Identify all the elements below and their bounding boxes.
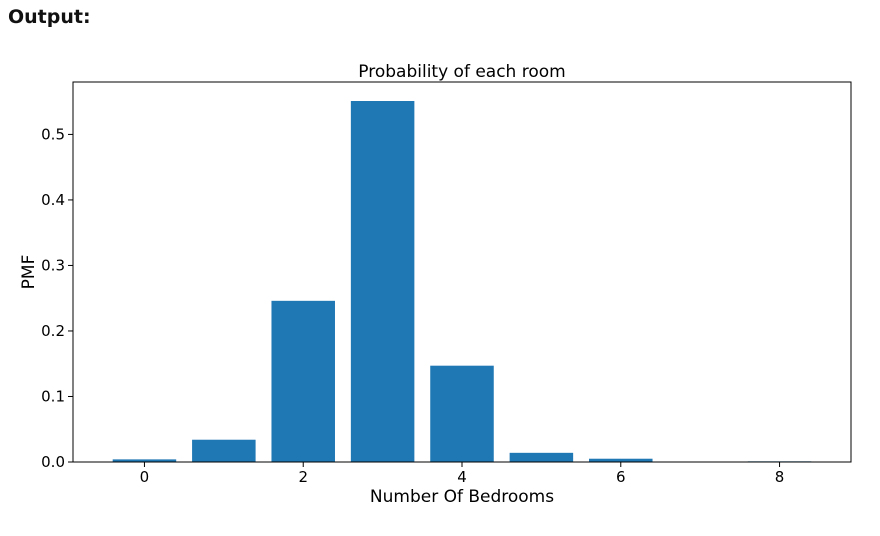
bar-1 <box>192 439 256 462</box>
plot-frame <box>72 81 852 463</box>
chart-title: Probability of each room <box>358 62 565 82</box>
bar-6 <box>589 458 653 462</box>
y-tick-label: 0.0 <box>41 453 65 471</box>
x-tick-label: 4 <box>457 468 467 486</box>
x-tick-label: 0 <box>140 468 150 486</box>
output-header: Output: <box>8 6 91 28</box>
x-tick-label: 6 <box>616 468 626 486</box>
y-tick-label: 0.1 <box>41 387 65 405</box>
bar-0 <box>112 459 177 462</box>
y-axis-label: PMF <box>19 255 39 290</box>
x-axis-label: Number Of Bedrooms <box>370 487 554 507</box>
x-tick-label: 8 <box>775 468 785 486</box>
y-tick-label: 0.4 <box>41 191 65 209</box>
y-axis: 0.0 0.1 0.2 0.3 0.4 0.5 <box>41 125 73 471</box>
bar-5 <box>509 452 574 462</box>
bar-3 <box>350 101 415 462</box>
x-tick-label: 2 <box>298 468 308 486</box>
y-tick-label: 0.5 <box>41 125 65 143</box>
x-axis: 0 2 4 6 8 <box>140 462 785 486</box>
bar-4 <box>430 365 494 462</box>
y-tick-label: 0.3 <box>41 256 65 274</box>
y-tick-label: 0.2 <box>41 322 65 340</box>
plot-area <box>112 101 812 462</box>
bar-2 <box>271 300 335 462</box>
